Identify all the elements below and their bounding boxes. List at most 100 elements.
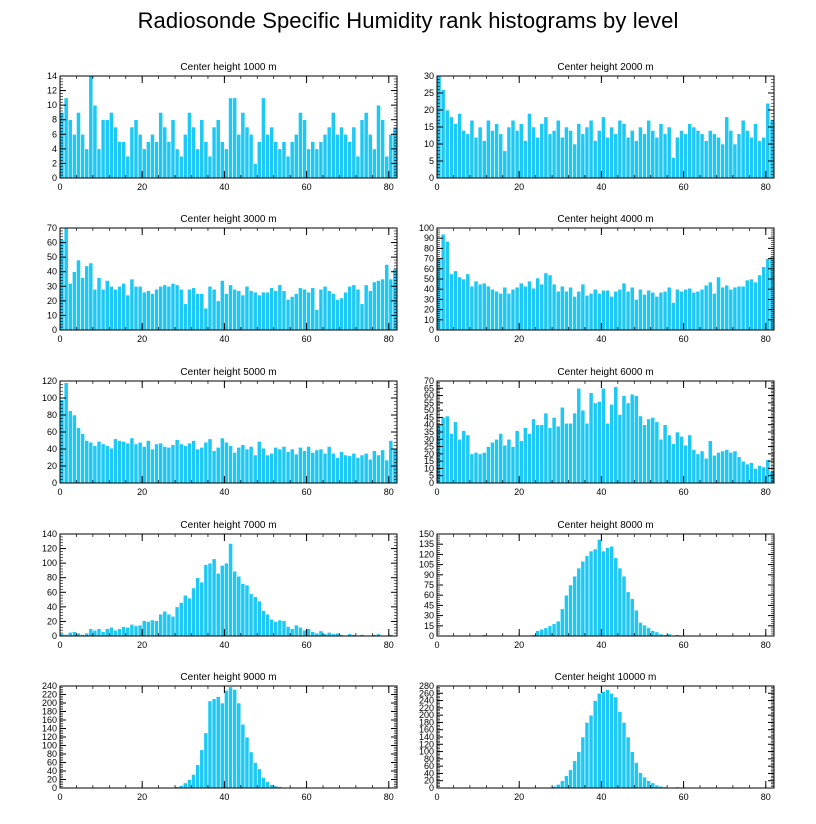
histogram-bar <box>506 292 512 331</box>
histogram-bar <box>219 437 225 484</box>
histogram-bar <box>277 284 283 331</box>
histogram-bar <box>170 283 176 331</box>
histogram-bar <box>679 290 684 331</box>
histogram-bar <box>494 123 499 179</box>
histogram-bar <box>601 691 606 789</box>
x-tick-label: 60 <box>302 182 312 192</box>
histogram-bar <box>753 281 758 331</box>
panel-4: Center height 4000 m0 20 40 60 8001020304050… <box>419 214 775 344</box>
histogram-bar <box>162 446 168 484</box>
histogram-bar <box>564 775 569 789</box>
histogram-bar <box>343 454 348 484</box>
histogram-bar <box>707 440 713 484</box>
histogram-bar <box>531 287 536 331</box>
histogram-bar <box>104 119 110 179</box>
y-tick-label: 70 <box>424 376 434 386</box>
y-tick-label: 20 <box>47 616 57 626</box>
histogram-bar <box>444 109 450 179</box>
histogram-bar <box>757 140 762 179</box>
histogram-bar <box>330 293 336 331</box>
histogram-bar <box>236 702 242 789</box>
histogram-bar <box>100 443 106 484</box>
histogram-bar <box>605 289 610 331</box>
y-tick-label: 15 <box>424 456 434 466</box>
y-tick-label: 220 <box>42 690 57 700</box>
panel-title: Center height 10000 m <box>555 672 657 683</box>
histogram-bar <box>261 97 266 179</box>
histogram-bar <box>178 443 184 484</box>
histogram-bar <box>716 452 721 484</box>
histogram-bar <box>605 689 610 789</box>
histogram-bar <box>638 772 643 789</box>
histogram-bar <box>121 626 127 637</box>
histogram-bar <box>551 623 557 637</box>
histogram-bar <box>699 288 705 331</box>
x-tick-label: 40 <box>596 792 606 802</box>
histogram-bar <box>244 584 250 637</box>
histogram-bar <box>269 618 275 637</box>
histogram-bar <box>207 438 213 484</box>
histogram-bar <box>564 594 569 637</box>
histogram-bar <box>335 299 340 331</box>
histogram-bar <box>679 130 684 179</box>
histogram-bar <box>720 450 725 484</box>
y-tick-label: 120 <box>419 549 434 559</box>
histogram-bar <box>440 417 446 484</box>
histogram-bar <box>477 126 483 179</box>
y-tick-label: 40 <box>47 602 57 612</box>
histogram-bar <box>195 148 201 179</box>
histogram-bar <box>158 613 164 637</box>
x-tick-label: 0 <box>434 334 439 344</box>
histogram-bar <box>72 271 77 331</box>
histogram-bar <box>310 141 316 179</box>
histogram-bar <box>506 126 512 179</box>
histogram-bar <box>580 409 586 484</box>
histogram-bar <box>318 141 324 179</box>
x-tick-label: 0 <box>57 487 62 497</box>
histogram-bar <box>670 443 676 484</box>
histogram-bar <box>80 433 85 484</box>
y-tick-label: 40 <box>47 444 57 454</box>
histogram-bar <box>625 290 631 331</box>
histogram-bar <box>76 259 81 331</box>
histogram-bar <box>494 290 499 331</box>
histogram-bar <box>72 631 77 637</box>
histogram-bar <box>584 422 590 484</box>
y-tick-label: 90 <box>424 233 434 243</box>
histogram-bar <box>494 438 499 484</box>
histogram-bar <box>133 625 139 637</box>
histogram-bar <box>449 273 454 331</box>
histogram-bar <box>469 285 475 331</box>
y-tick-label: 30 <box>424 611 434 621</box>
x-tick-label: 0 <box>434 640 439 650</box>
histogram-bar <box>104 628 110 637</box>
histogram-bar <box>514 430 520 484</box>
y-tick-label: 40 <box>424 768 434 778</box>
x-tick-label: 60 <box>302 640 312 650</box>
y-tick-label: 60 <box>424 590 434 600</box>
histogram-bar <box>141 620 147 637</box>
histogram-bar <box>609 404 615 484</box>
histogram-bar <box>277 148 283 179</box>
panel-2: Center height 2000 m 0 20 40 60 80 0 5 10 15 20 25 3… <box>424 62 775 192</box>
y-tick-label: 120 <box>42 544 57 554</box>
x-tick-label: 80 <box>761 182 771 192</box>
histogram-bar <box>486 285 491 331</box>
histogram-bar <box>92 288 98 331</box>
histogram-bar <box>146 290 151 331</box>
y-tick-label: 65 <box>424 383 434 393</box>
histogram-bar <box>261 447 266 484</box>
histogram-bar <box>605 136 610 179</box>
histogram-bar <box>359 303 365 331</box>
y-tick-label: 20 <box>47 775 57 785</box>
histogram-bar <box>343 133 348 179</box>
x-tick-label: 20 <box>514 182 524 192</box>
x-tick-label: 20 <box>137 792 147 802</box>
histogram-bar <box>355 155 361 179</box>
histogram-bar <box>265 613 270 637</box>
histogram-bar <box>642 624 647 637</box>
histogram-bar <box>744 463 750 484</box>
histogram-bar <box>141 291 147 331</box>
y-tick-label: 30 <box>424 71 434 81</box>
histogram-bar <box>92 445 98 484</box>
